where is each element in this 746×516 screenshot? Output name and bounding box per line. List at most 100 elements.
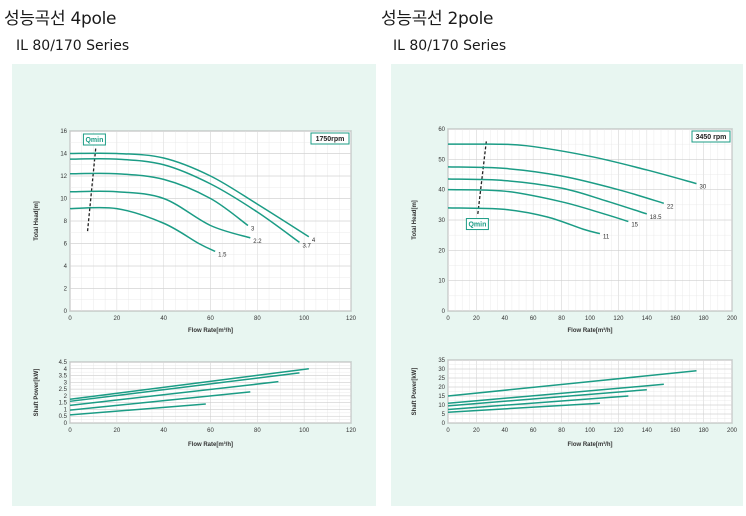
y-tick-label: 16 (60, 129, 67, 135)
x-tick-label: 120 (613, 428, 624, 434)
qmin-badge-box (82, 133, 106, 146)
x-tick-label: 60 (207, 316, 214, 322)
y-axis-label: Shaft Power[kW] (34, 369, 40, 417)
qmin-badge-label: Qmin (85, 137, 103, 144)
x-tick-label: 100 (585, 316, 596, 322)
y-tick-label: 0.5 (59, 414, 68, 420)
series-line (447, 188, 629, 223)
y-tick-label: 2.5 (59, 387, 68, 393)
series-line (69, 172, 249, 227)
x-axis-label: Flow Rate[m³/h] (188, 327, 233, 334)
chart-power-4pole: 0 20 40 60 80 100 12000.511.522.533.544.5Flow … (34, 360, 357, 448)
series-line (69, 157, 300, 243)
series-line (69, 372, 300, 403)
y-tick-label: 25 (438, 376, 445, 382)
series-label: 11 (603, 235, 610, 241)
y-tick-label: 1 (64, 407, 68, 413)
x-axis-label: Flow Rate[m³/h] (188, 441, 233, 448)
series-line (69, 391, 251, 411)
y-tick-label: 4.5 (59, 360, 68, 366)
series-line (447, 166, 665, 205)
y-tick-label: 0 (64, 421, 68, 427)
x-tick-label: 40 (501, 428, 508, 434)
series-label: 3.7 (302, 243, 311, 249)
x-tick-label: 100 (299, 316, 310, 322)
x-tick-label: 120 (346, 316, 357, 322)
y-tick-label: 12 (60, 174, 67, 180)
series-line (69, 190, 251, 239)
x-tick-label: 180 (699, 428, 710, 434)
y-tick-label: 0 (442, 421, 446, 427)
x-tick-label: 140 (642, 428, 653, 434)
rpm-badge-label: 3450 rpm (696, 134, 727, 141)
x-tick-label: 20 (473, 428, 480, 434)
series-label: 2.2 (253, 239, 262, 245)
series-label: 30 (700, 185, 707, 191)
chart-head-4pole: 0 20 40 60 80 100 120 0 2 4 6 8 10 12 14 16 Flow Rate[m³… (34, 129, 357, 334)
x-tick-label: 120 (613, 316, 624, 322)
chart-head-2pole: 0 20 40 60 80 100 120 140 160 180 200 0 10 20 30 40 50 60… (412, 127, 738, 334)
y-tick-label: 30 (438, 218, 445, 224)
series-label: 18.5 (650, 215, 662, 221)
x-tick-label: 0 (68, 428, 72, 434)
x-tick-label: 140 (642, 316, 653, 322)
rpm-badge-box (310, 132, 350, 145)
x-axis-label: Flow Rate[m³/h] (568, 327, 613, 334)
y-tick-label: 50 (438, 157, 445, 163)
y-tick-label: 60 (438, 127, 445, 133)
y-tick-label: 0 (442, 309, 446, 315)
series-line (69, 368, 309, 401)
series-line (447, 370, 697, 397)
x-tick-label: 40 (501, 316, 508, 322)
series-label: 4 (312, 238, 316, 244)
x-tick-label: 100 (585, 428, 596, 434)
x-tick-label: 80 (254, 428, 261, 434)
qmin-dashed-line (477, 141, 487, 215)
y-tick-label: 0 (64, 309, 68, 315)
x-tick-label: 160 (670, 316, 681, 322)
rpm-badge-box (691, 130, 731, 143)
qmin-badge-label: Qmin (468, 222, 486, 229)
series-line (69, 403, 206, 416)
x-tick-label: 0 (446, 316, 450, 322)
x-tick-label: 40 (160, 428, 167, 434)
y-tick-label: 20 (438, 248, 445, 254)
series-line (69, 152, 310, 238)
x-tick-label: 40 (160, 316, 167, 322)
x-tick-label: 0 (68, 316, 72, 322)
y-tick-label: 3.5 (59, 374, 68, 380)
y-tick-label: 2 (64, 287, 68, 293)
series-label: 3 (251, 227, 255, 233)
series-line (447, 388, 647, 407)
x-tick-label: 160 (670, 428, 681, 434)
series-label: 22 (667, 204, 674, 210)
y-tick-label: 6 (64, 242, 68, 248)
series-line (447, 178, 648, 215)
y-tick-label: 30 (438, 367, 445, 373)
x-tick-label: 180 (699, 316, 710, 322)
y-tick-label: 20 (438, 385, 445, 391)
y-tick-label: 1.5 (59, 401, 68, 407)
right-subheading: IL 80/170 Series (393, 38, 507, 54)
y-tick-label: 35 (438, 358, 445, 364)
y-axis-label: Shaft Power[kW] (412, 368, 418, 416)
y-tick-label: 4 (64, 264, 68, 270)
series-line (69, 206, 216, 253)
qmin-badge-box (465, 218, 489, 231)
left-heading: 성능곡선 4pole (4, 9, 117, 29)
y-tick-label: 10 (60, 197, 67, 203)
x-tick-label: 120 (346, 428, 357, 434)
x-tick-label: 80 (558, 316, 565, 322)
series-line (69, 380, 279, 407)
x-axis-label: Flow Rate[m³/h] (568, 441, 613, 448)
series-line (447, 207, 601, 235)
y-tick-label: 8 (64, 219, 68, 225)
left-subheading: IL 80/170 Series (16, 38, 130, 54)
y-axis-label: Total Head[m] (34, 201, 40, 241)
x-tick-label: 60 (530, 316, 537, 322)
y-tick-label: 14 (60, 152, 67, 158)
y-tick-label: 40 (438, 188, 445, 194)
y-tick-label: 4 (64, 367, 68, 373)
y-tick-label: 2 (64, 394, 68, 400)
x-tick-label: 100 (299, 428, 310, 434)
